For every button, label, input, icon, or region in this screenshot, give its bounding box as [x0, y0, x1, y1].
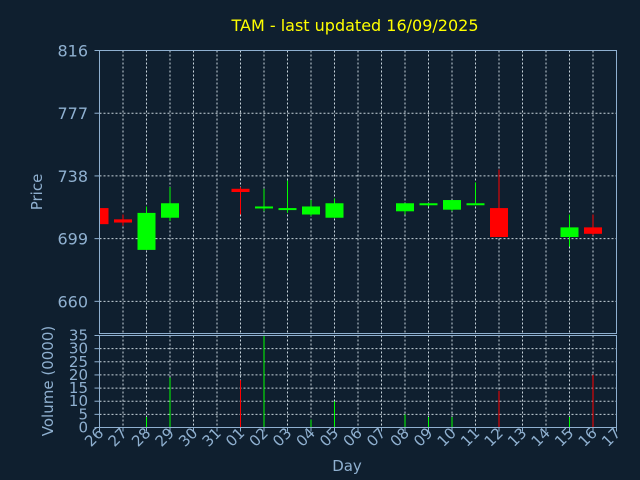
- x-tick-label: 04: [293, 424, 319, 450]
- price-axis-label: Price: [28, 174, 46, 211]
- x-tick-label: 16: [575, 424, 601, 450]
- candle-body: [161, 203, 179, 218]
- x-tick-label: 13: [504, 424, 530, 450]
- x-tick-label: 30: [175, 424, 201, 450]
- x-tick-label: 02: [246, 424, 272, 450]
- volume-y-tick-label: 20: [69, 366, 88, 384]
- candle-body: [231, 188, 250, 192]
- candle-body: [302, 206, 320, 215]
- candle-body: [419, 203, 438, 206]
- candle: [99, 208, 109, 228]
- price-y-tick-label: 738: [57, 167, 88, 186]
- x-tick-label: 08: [387, 424, 413, 450]
- x-tick-label: 14: [528, 424, 554, 450]
- x-tick-label: 07: [363, 424, 389, 450]
- candle-body: [490, 208, 508, 238]
- x-tick-label: 01: [222, 424, 248, 450]
- candle-body: [466, 203, 485, 206]
- candle: [419, 203, 438, 207]
- x-tick-label: 03: [269, 424, 295, 450]
- x-tick-label: 31: [199, 424, 225, 450]
- candle-body: [443, 200, 461, 210]
- candle-body: [99, 208, 109, 225]
- candle: [137, 206, 156, 250]
- x-tick-label: 28: [128, 424, 154, 450]
- volume-y-tick-label: 35: [69, 327, 88, 345]
- x-tick-label: 05: [316, 424, 342, 450]
- x-tick-label: 10: [434, 424, 460, 450]
- volume-y-tick-label: 25: [69, 353, 88, 371]
- volume-y-tick-label: 5: [78, 405, 88, 423]
- price-y-tick-label: 816: [57, 42, 88, 61]
- chart-title: TAM - last updated 16/09/2025: [230, 16, 478, 35]
- x-tick-label: 17: [598, 424, 624, 450]
- candle: [443, 200, 461, 212]
- candle: [466, 182, 485, 206]
- volume-y-tick-label: 30: [69, 340, 88, 358]
- x-tick-label: 15: [551, 424, 577, 450]
- volume-y-tick-label: 15: [69, 379, 88, 397]
- candle: [278, 180, 297, 213]
- candle: [325, 198, 344, 218]
- price-frame: [99, 50, 617, 334]
- x-axis-label: Day: [332, 457, 362, 475]
- candle-body: [114, 219, 132, 223]
- price-y-tick-label: 699: [57, 230, 88, 249]
- candles: [99, 169, 602, 250]
- candle: [231, 187, 250, 215]
- volume-y-tick-label: 0: [78, 419, 88, 437]
- volume-axis-label: Volume (0000): [39, 326, 57, 436]
- x-tick-label: 09: [410, 424, 436, 450]
- x-tick-label: 12: [481, 424, 507, 450]
- candle-body: [396, 203, 414, 212]
- candle-body: [325, 203, 344, 218]
- candle: [114, 214, 132, 226]
- x-tick-label: 11: [457, 424, 483, 450]
- candle-body: [255, 206, 273, 209]
- candle-body: [137, 212, 156, 250]
- price-grid: [99, 50, 617, 334]
- x-tick-label: 29: [152, 424, 178, 450]
- x-tick-label: 27: [105, 424, 131, 450]
- candle-body: [278, 208, 297, 211]
- price-y-tick-label: 660: [57, 292, 88, 311]
- candle: [490, 169, 508, 238]
- candle: [302, 200, 320, 217]
- candle: [161, 187, 179, 221]
- price-y-ticks: 816 777 738 699 660: [57, 42, 100, 311]
- candle: [584, 214, 602, 236]
- volume-grid: [99, 335, 617, 428]
- price-y-tick-label: 777: [57, 104, 88, 123]
- candle: [396, 203, 414, 215]
- volume-bars: [146, 335, 594, 428]
- candle: [560, 214, 579, 247]
- candle-body: [560, 227, 579, 238]
- x-tick-label: 06: [340, 424, 366, 450]
- x-ticks: 2627282930310102030405060708091011121314…: [81, 424, 624, 450]
- candle-body: [584, 227, 602, 234]
- candle: [255, 188, 273, 212]
- volume-y-tick-label: 10: [69, 392, 88, 410]
